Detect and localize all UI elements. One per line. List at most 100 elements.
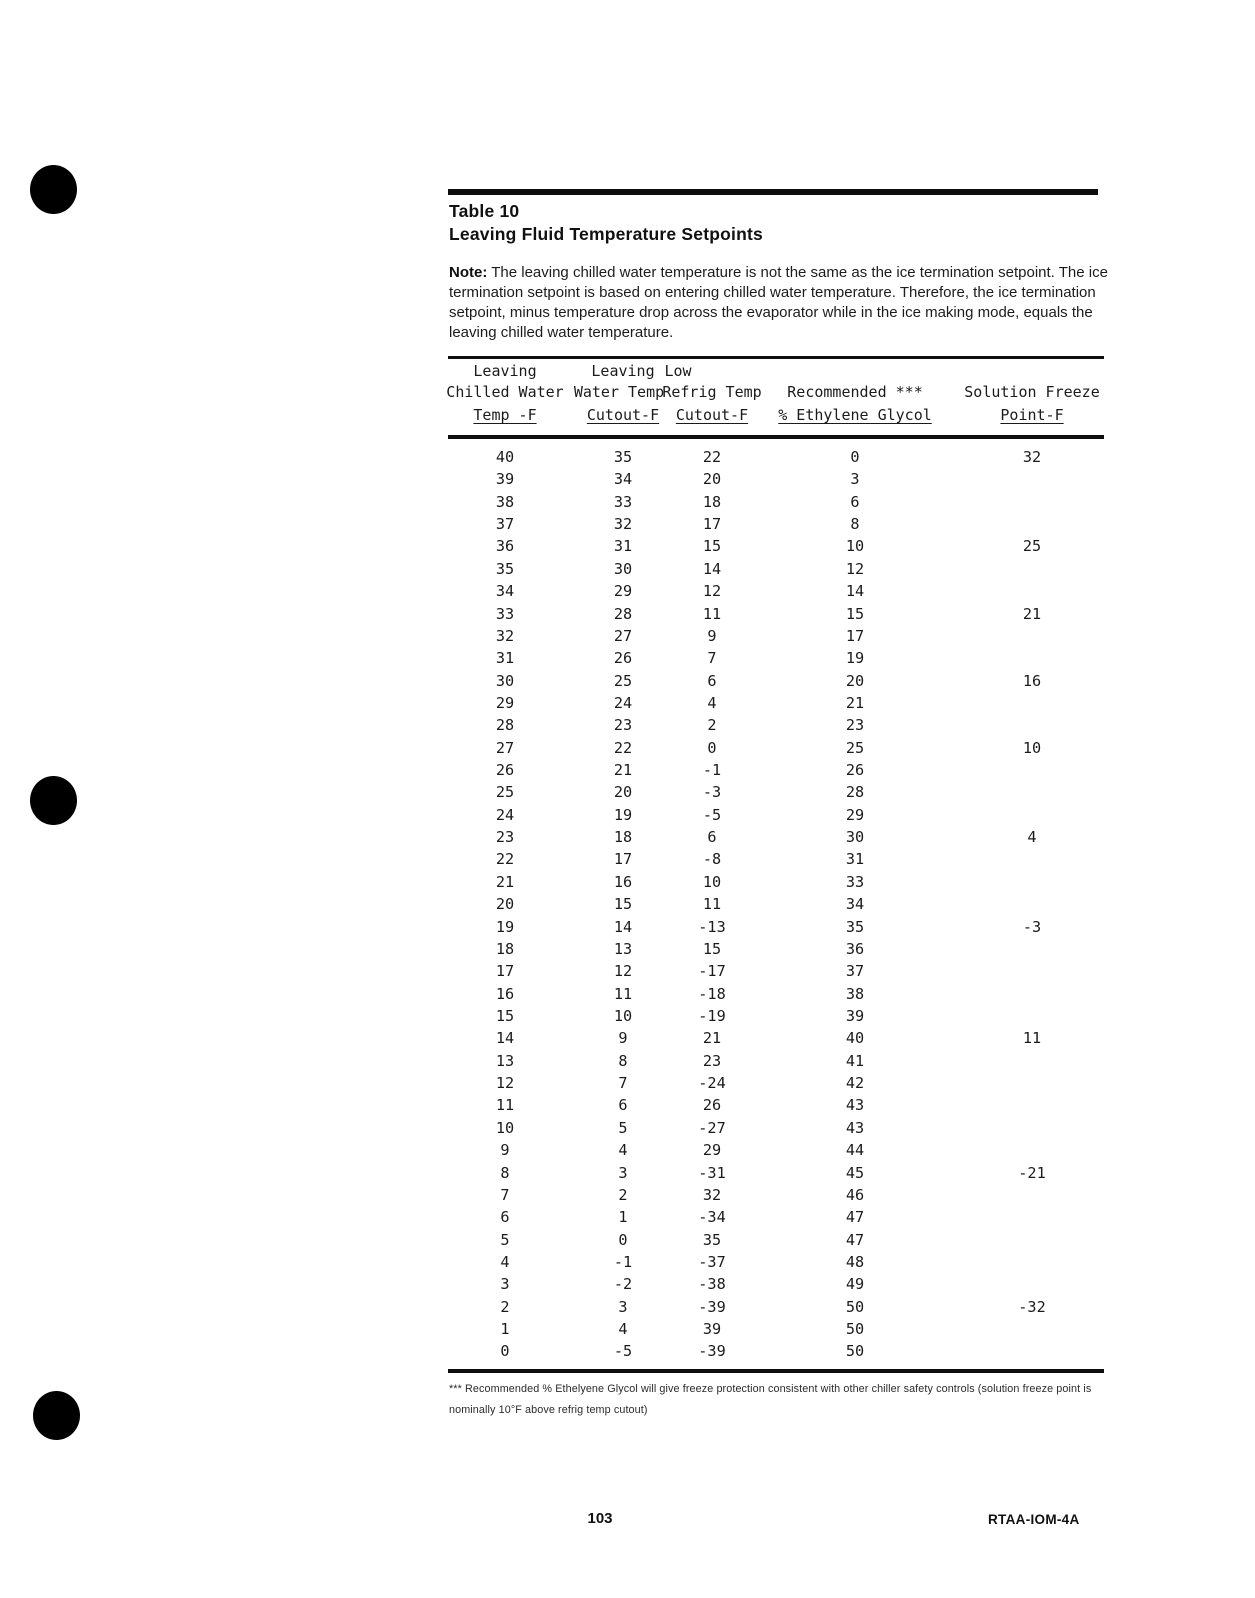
table-cell: 20: [613, 783, 633, 802]
table-row: 6 1 -34 47: [448, 1206, 1104, 1228]
header-col3-line1: Low: [664, 362, 692, 380]
table-cell: -37: [698, 1252, 726, 1271]
header-col4-line3: % Ethylene Glycol: [778, 406, 932, 424]
table-cell: 4: [500, 1252, 510, 1271]
table-cell: 26: [495, 761, 515, 780]
table-row: 12 7 -24 42: [448, 1072, 1104, 1094]
table-cell: 20: [702, 470, 722, 489]
table-cell: 10: [845, 537, 865, 556]
table-cell: 15: [845, 604, 865, 623]
table-cell: 24: [495, 805, 515, 824]
header-col1-line3: Temp -F: [473, 406, 537, 424]
table-cell: 46: [845, 1185, 865, 1204]
table-cell: 48: [845, 1252, 865, 1271]
table-cell: 17: [702, 515, 722, 534]
table-cell: 11: [1022, 1029, 1042, 1048]
table-cell: 5: [500, 1230, 510, 1249]
table-cell: 28: [613, 604, 633, 623]
table-cell: 22: [702, 448, 722, 466]
table-cell: -3: [702, 783, 722, 802]
table-cell: -32: [1018, 1297, 1046, 1316]
table-cell: -1: [702, 761, 722, 780]
table-cell: 32: [702, 1185, 722, 1204]
table-cell: 38: [495, 492, 515, 511]
table-cell: 26: [702, 1096, 722, 1115]
table-cell: 13: [613, 939, 633, 958]
table-row: 20 15 11 34: [448, 893, 1104, 915]
table-cell: 11: [495, 1096, 515, 1115]
table-cell: -5: [702, 805, 722, 824]
table-cell: -38: [698, 1275, 726, 1294]
table-row: 10 5 -27 43: [448, 1117, 1104, 1139]
table-cell: 50: [845, 1320, 865, 1339]
table-cell: 1: [500, 1320, 510, 1339]
table-row: 9 4 29 44: [448, 1139, 1104, 1161]
table-cell: 26: [845, 761, 865, 780]
table-cell: 0: [500, 1342, 510, 1361]
table-cell: 11: [702, 895, 722, 914]
table-cell: 22: [613, 738, 633, 757]
table-cell: 36: [495, 537, 515, 556]
table-cell: 35: [845, 917, 865, 936]
table-cell: 35: [613, 448, 633, 466]
table-cell: 27: [613, 626, 633, 645]
table-cell: -18: [698, 984, 726, 1003]
table-cell: 29: [845, 805, 865, 824]
table-cell: 47: [845, 1208, 865, 1227]
header-col2-line1: Leaving: [591, 362, 655, 380]
table-row: 36 31 15 10 25: [448, 535, 1104, 557]
table-cell: -39: [698, 1342, 726, 1361]
table-cell: 6: [500, 1208, 510, 1227]
table-cell: 35: [495, 559, 515, 578]
table-cell: 13: [495, 1051, 515, 1070]
table-cell: 3: [618, 1163, 628, 1182]
table-body: 40 35 22 0 32 39 34 20 3 38 33 18 6 37 32 17 8 36 31 15 10 25…: [448, 446, 1104, 1363]
table-cell: 18: [702, 492, 722, 511]
table-cell: 0: [850, 448, 860, 466]
table-row: 38 33 18 6: [448, 491, 1104, 513]
table-cell: 50: [845, 1342, 865, 1361]
table-bottom-rule: [448, 1369, 1104, 1373]
table-row: 23 18 6 30 4: [448, 826, 1104, 848]
table-cell: -13: [698, 917, 726, 936]
table-cell: 18: [613, 828, 633, 847]
table-cell: 7: [707, 649, 717, 668]
table-row: 16 11 -18 38: [448, 983, 1104, 1005]
table-cell: 19: [495, 917, 515, 936]
table-row: 22 17 -8 31: [448, 848, 1104, 870]
table-cell: 31: [613, 537, 633, 556]
table-cell: 34: [613, 470, 633, 489]
table-cell: 44: [845, 1141, 865, 1160]
table-cell: 49: [845, 1275, 865, 1294]
punch-hole-top: [30, 165, 77, 214]
table-cell: 31: [495, 649, 515, 668]
header-col3-line2: Refrig Temp: [662, 383, 762, 401]
table-row: 15 10 -19 39: [448, 1005, 1104, 1027]
table-cell: 8: [850, 515, 860, 534]
table-cell: -21: [1018, 1163, 1046, 1182]
table-row: 26 21 -1 26: [448, 759, 1104, 781]
table-cell: 14: [845, 582, 865, 601]
table-cell: 15: [613, 895, 633, 914]
table-row: 27 22 0 25 10: [448, 737, 1104, 759]
table-cell: 7: [618, 1074, 628, 1093]
table-cell: 32: [495, 626, 515, 645]
table-cell: 34: [845, 895, 865, 914]
table-row: 2 3 -39 50 -32: [448, 1296, 1104, 1318]
table-cell: 15: [702, 939, 722, 958]
table-cell: 30: [613, 559, 633, 578]
table-cell: 23: [613, 716, 633, 735]
table-cell: 11: [702, 604, 722, 623]
table-cell: 43: [845, 1118, 865, 1137]
table-top-rule: [448, 356, 1104, 359]
table-cell: 4: [618, 1320, 628, 1339]
header-separator-rule: [448, 435, 1104, 439]
header-col1-line1: Leaving: [473, 362, 537, 380]
note-label: Note:: [449, 264, 488, 281]
table-cell: 26: [613, 649, 633, 668]
page-number: 103: [587, 1510, 613, 1527]
table-cell: 23: [495, 828, 515, 847]
table-cell: 3: [618, 1297, 628, 1316]
table-row: 40 35 22 0 32: [448, 446, 1104, 468]
table-cell: 16: [1022, 671, 1042, 690]
